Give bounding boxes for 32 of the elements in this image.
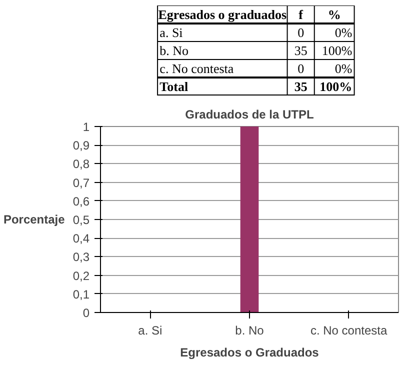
y-tick-label: 0 bbox=[82, 306, 90, 320]
text: 100% bbox=[320, 79, 352, 94]
text: 0% bbox=[334, 61, 352, 76]
x-tick-label: b. No bbox=[235, 324, 264, 338]
text: Total bbox=[160, 79, 188, 94]
text: a. Si bbox=[160, 25, 184, 40]
y-tick-label: 0,5 bbox=[72, 213, 90, 227]
text: 0 bbox=[298, 61, 304, 76]
y-tick-label: 0,4 bbox=[72, 232, 90, 246]
y-tick-label: 0,1 bbox=[72, 287, 90, 302]
y-tick-label: 0,6 bbox=[72, 194, 90, 208]
x-axis-title: Egresados o Graduados bbox=[180, 346, 320, 360]
text: % bbox=[328, 7, 341, 22]
text: 0% bbox=[334, 25, 352, 40]
y-tick-label: 0,3 bbox=[72, 250, 90, 264]
text: b. No bbox=[160, 43, 189, 58]
x-tick-label: c. No contesta bbox=[310, 324, 388, 338]
y-tick-label: 0,9 bbox=[72, 138, 90, 153]
y-tick-label: 1 bbox=[82, 120, 90, 134]
text: 35 bbox=[294, 43, 308, 58]
text: 100% bbox=[322, 43, 352, 58]
y-tick-label: 0,8 bbox=[72, 157, 90, 172]
text: c. No contesta bbox=[160, 61, 234, 76]
text: 0 bbox=[298, 25, 304, 40]
y-tick-label: 0,2 bbox=[72, 268, 90, 283]
chart-title: Graduados de la UTPL bbox=[185, 108, 314, 122]
text: 35 bbox=[294, 79, 308, 94]
y-axis-title: Porcentaje bbox=[3, 212, 66, 226]
text: f bbox=[298, 7, 304, 22]
text: Egresados o graduados bbox=[158, 7, 287, 22]
y-tick-label: 0,7 bbox=[72, 176, 90, 190]
x-tick-label: a. Si bbox=[138, 324, 162, 338]
